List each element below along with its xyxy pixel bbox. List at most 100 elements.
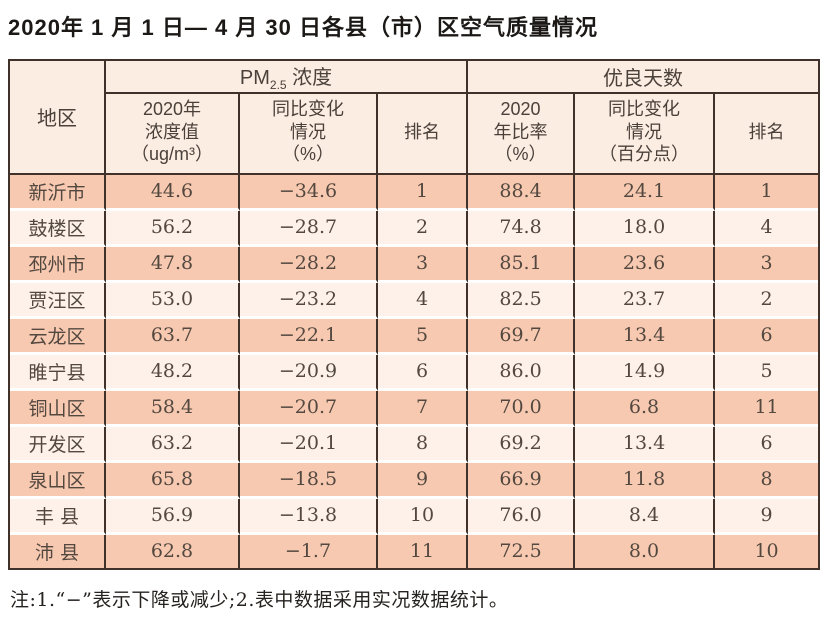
table-row: 贾汪区 53.0 −23.2 4 82.5 23.7 2 [10,282,819,319]
good-change-cell: 13.4 [575,426,716,463]
pm-value-cell: 47.8 [106,246,240,283]
good-rate-cell: 74.8 [468,210,576,247]
region-cell: 铜山区 [10,390,106,427]
table-row: 开发区 63.2 −20.1 8 69.2 13.4 6 [10,426,819,463]
region-cell: 邳州市 [10,246,106,283]
table-row: 丰 县 56.9 −13.8 10 76.0 8.4 9 [10,498,819,535]
good-rate-cell: 88.4 [468,174,576,211]
pm-rank-cell: 11 [378,534,469,568]
good-change-cell: 23.7 [575,282,716,319]
table-row: 新沂市 44.6 −34.6 1 88.4 24.1 1 [10,174,819,211]
good-rank-header: 排名 [715,93,819,175]
good-change-cell: 23.6 [575,246,716,283]
good-rank-cell: 2 [715,282,819,319]
region-cell: 鼓楼区 [10,210,106,247]
pm25-prefix: PM [239,66,270,89]
pm-value-header: 2020年 浓度值 （ug/m³） [106,93,240,175]
pm-rank-cell: 1 [378,174,469,211]
good-change-cell: 13.4 [575,318,716,355]
good-rank-cell: 10 [715,534,819,568]
pm-value-cell: 58.4 [106,390,240,427]
pm-value-cell: 56.9 [106,498,240,535]
sub-header-row: 2020年 浓度值 （ug/m³） 同比变化 情况 （%） 排名 2020 年比… [10,93,819,175]
good-rank-cell: 1 [715,174,819,211]
page-title: 2020年 1 月 1 日— 4 月 30 日各县（市）区空气质量情况 [8,15,599,40]
footnote: 注:1.“−”表示下降或减少;2.表中数据采用实况数据统计。 [10,588,509,611]
good-rate-cell: 82.5 [468,282,576,319]
pm-change-cell: −20.7 [240,390,378,427]
good-rank-cell: 5 [715,354,819,391]
good-rate-cell: 86.0 [468,354,576,391]
region-column-header: 地区 [10,60,106,175]
group-header-row: 地区 PM2.5 浓度 优良天数 [10,60,819,175]
good-rate-cell: 69.2 [468,426,576,463]
pm-rank-cell: 3 [378,246,469,283]
pm-value-cell: 63.7 [106,318,240,355]
good-rate-cell: 72.5 [468,534,576,568]
pm-value-cell: 65.8 [106,462,240,499]
pm-value-cell: 56.2 [106,210,240,247]
good-change-cell: 11.8 [575,462,716,499]
pm-value-cell: 48.2 [106,354,240,391]
good-change-cell: 18.0 [575,210,716,247]
good-rank-cell: 11 [715,390,819,427]
pm-change-cell: −13.8 [240,498,378,535]
pm-change-cell: −34.6 [240,174,378,211]
table-row: 邳州市 47.8 −28.2 3 85.1 23.6 3 [10,246,819,283]
good-rate-cell: 70.0 [468,390,576,427]
pm-rank-cell: 7 [378,390,469,427]
good-rate-cell: 76.0 [468,498,576,535]
good-change-cell: 24.1 [575,174,716,211]
region-cell: 新沂市 [10,174,106,211]
region-cell: 睢宁县 [10,354,106,391]
pm-rank-cell: 2 [378,210,469,247]
good-rank-cell: 6 [715,318,819,355]
good-rank-cell: 3 [715,246,819,283]
pm-change-cell: −1.7 [240,534,378,568]
pm-value-cell: 62.8 [106,534,240,568]
pm-value-cell: 53.0 [106,282,240,319]
pm-rank-header: 排名 [378,93,469,175]
region-cell: 泉山区 [10,462,106,499]
good-change-header: 同比变化 情况 （百分点） [575,93,716,175]
table-header: 地区 PM2.5 浓度 优良天数 2020年 浓度值 （ug/m³） 同比变化 … [10,60,819,175]
good-change-cell: 8.4 [575,498,716,535]
pm-rank-cell: 5 [378,318,469,355]
pm-change-cell: −20.1 [240,426,378,463]
table-body: 新沂市 44.6 −34.6 1 88.4 24.1 1 鼓楼区 56.2 −2… [10,174,819,568]
good-rank-cell: 9 [715,498,819,535]
pm-value-cell: 63.2 [106,426,240,463]
pm-change-cell: −22.1 [240,318,378,355]
region-cell: 开发区 [10,426,106,463]
pm-rank-cell: 10 [378,498,469,535]
region-cell: 贾汪区 [10,282,106,319]
table-row: 沛 县 62.8 −1.7 11 72.5 8.0 10 [10,534,819,568]
good-rank-cell: 4 [715,210,819,247]
good-change-cell: 6.8 [575,390,716,427]
table-row: 鼓楼区 56.2 −28.7 2 74.8 18.0 4 [10,210,819,247]
good-rate-header: 2020 年比率 （%） [468,93,576,175]
pm-change-cell: −28.2 [240,246,378,283]
pm25-group-header: PM2.5 浓度 [106,60,469,94]
region-cell: 云龙区 [10,318,106,355]
region-cell: 丰 县 [10,498,106,535]
air-quality-table: 地区 PM2.5 浓度 优良天数 2020年 浓度值 （ug/m³） 同比变化 … [8,58,821,570]
good-change-cell: 14.9 [575,354,716,391]
pm-rank-cell: 6 [378,354,469,391]
pm-rank-cell: 9 [378,462,469,499]
pm-change-cell: −18.5 [240,462,378,499]
table-row: 泉山区 65.8 −18.5 9 66.9 11.8 8 [10,462,819,499]
pm-change-cell: −28.7 [240,210,378,247]
good-change-cell: 8.0 [575,534,716,568]
pm-rank-cell: 4 [378,282,469,319]
pm-change-cell: −20.9 [240,354,378,391]
table-row: 铜山区 58.4 −20.7 7 70.0 6.8 11 [10,390,819,427]
good-rate-cell: 66.9 [468,462,576,499]
table-row: 睢宁县 48.2 −20.9 6 86.0 14.9 5 [10,354,819,391]
good-days-group-header: 优良天数 [468,60,819,94]
pm-change-cell: −23.2 [240,282,378,319]
good-rate-cell: 69.7 [468,318,576,355]
good-rank-cell: 8 [715,462,819,499]
pm25-subscript: 2.5 [269,77,287,92]
